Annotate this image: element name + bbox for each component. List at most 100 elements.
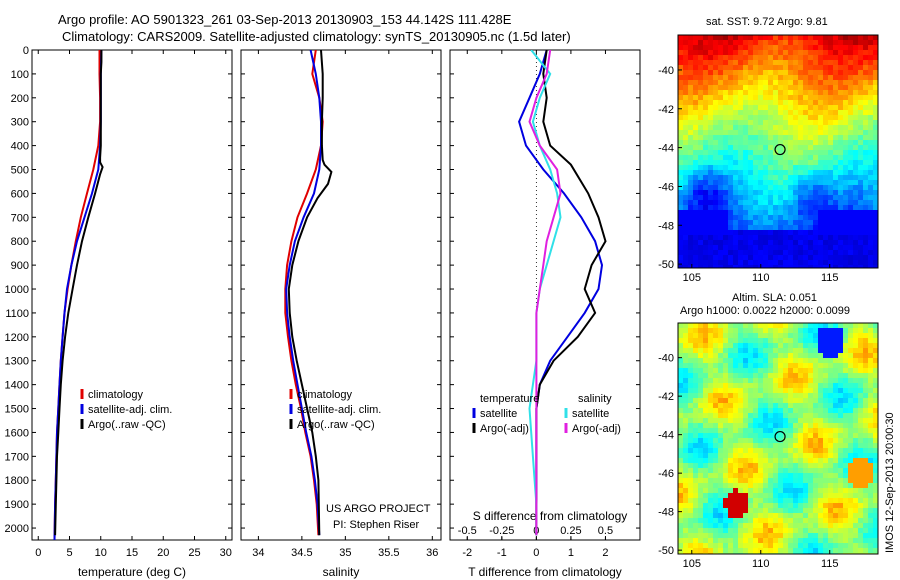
map-cell [768, 220, 774, 226]
map-cell [783, 523, 789, 529]
map-cell [828, 548, 834, 554]
map-cell [733, 65, 739, 71]
map-cell [848, 195, 854, 201]
map-cell [793, 353, 799, 359]
map-cell [868, 235, 874, 241]
map-cell [783, 543, 789, 549]
map-cell [778, 120, 784, 126]
map-cell [833, 120, 839, 126]
map-cell [758, 403, 764, 409]
map-cell [813, 220, 819, 226]
map-cell [713, 498, 719, 504]
map-cell [778, 453, 784, 459]
map-cell [773, 85, 779, 91]
map-cell [863, 140, 869, 146]
map-cell [823, 55, 829, 61]
map-cell [853, 185, 859, 191]
map-cell [753, 328, 759, 334]
map-cell [723, 458, 729, 464]
map-cell [678, 140, 684, 146]
map-cell [788, 195, 794, 201]
map-cell [723, 95, 729, 101]
map-cell [703, 528, 709, 534]
map-cell [783, 418, 789, 424]
map-cell [833, 200, 839, 206]
map-cell [838, 240, 844, 246]
map-cell [723, 428, 729, 434]
map-cell [858, 348, 864, 354]
map-cell [758, 230, 764, 236]
map-cell [738, 353, 744, 359]
map-cell [808, 145, 814, 151]
map-cell [723, 125, 729, 131]
map-cell [713, 55, 719, 61]
map-cell [728, 200, 734, 206]
map-cell [793, 170, 799, 176]
map-cell [683, 120, 689, 126]
map-cell [828, 403, 834, 409]
map-cell [863, 388, 869, 394]
map-cell [688, 518, 694, 524]
map-cell [778, 518, 784, 524]
map-cell [873, 498, 878, 504]
map-cell [833, 225, 839, 231]
map-cell [713, 393, 719, 399]
map-cell [708, 85, 714, 91]
map-cell [788, 115, 794, 121]
map-cell [778, 493, 784, 499]
map-cell [693, 120, 699, 126]
secondary-axis-label: S difference from climatology [473, 509, 628, 523]
map-cell [858, 185, 864, 191]
map-cell [813, 245, 819, 251]
map-cell [813, 473, 819, 479]
map-cell [753, 55, 759, 61]
map-cell [873, 533, 878, 539]
map-cell [843, 130, 849, 136]
map-cell [793, 60, 799, 66]
map-cell [763, 498, 769, 504]
map-cell [708, 165, 714, 171]
map-cell [838, 443, 844, 449]
map-cell [753, 210, 759, 216]
map-cell [838, 230, 844, 236]
map-cell [783, 105, 789, 111]
map-cell [678, 513, 684, 519]
map-cell [738, 235, 744, 241]
map-cell [738, 523, 744, 529]
map-cell [798, 358, 804, 364]
map-cell [798, 135, 804, 141]
map-cell [738, 250, 744, 256]
map-cell [813, 343, 819, 349]
map-cell [863, 215, 869, 221]
map-cell [818, 468, 824, 474]
map-cell [763, 75, 769, 81]
map-cell [818, 333, 824, 339]
map-cell [768, 508, 774, 514]
y-tick-label: -48 [658, 220, 674, 232]
map-cell [743, 413, 749, 419]
y-tick-label: 1700 [5, 451, 29, 463]
map-cell [803, 245, 809, 251]
map-cell [703, 240, 709, 246]
map-cell [688, 265, 694, 268]
map-cell [703, 433, 709, 439]
map-cell [733, 343, 739, 349]
map-cell [753, 80, 759, 86]
y-tick-label: -50 [658, 259, 674, 271]
map-cell [798, 205, 804, 211]
map-cell [733, 393, 739, 399]
map-cell [833, 393, 839, 399]
map-cell [718, 468, 724, 474]
map-cell [733, 195, 739, 201]
map-cell [873, 403, 878, 409]
map-cell [863, 220, 869, 226]
map-cell [823, 343, 829, 349]
map-cell [733, 145, 739, 151]
map-cell [833, 543, 839, 549]
map-cell [868, 438, 874, 444]
map-cell [738, 398, 744, 404]
map-cell [713, 220, 719, 226]
map-cell [803, 135, 809, 141]
map-cell [758, 423, 764, 429]
map-cell [813, 353, 819, 359]
